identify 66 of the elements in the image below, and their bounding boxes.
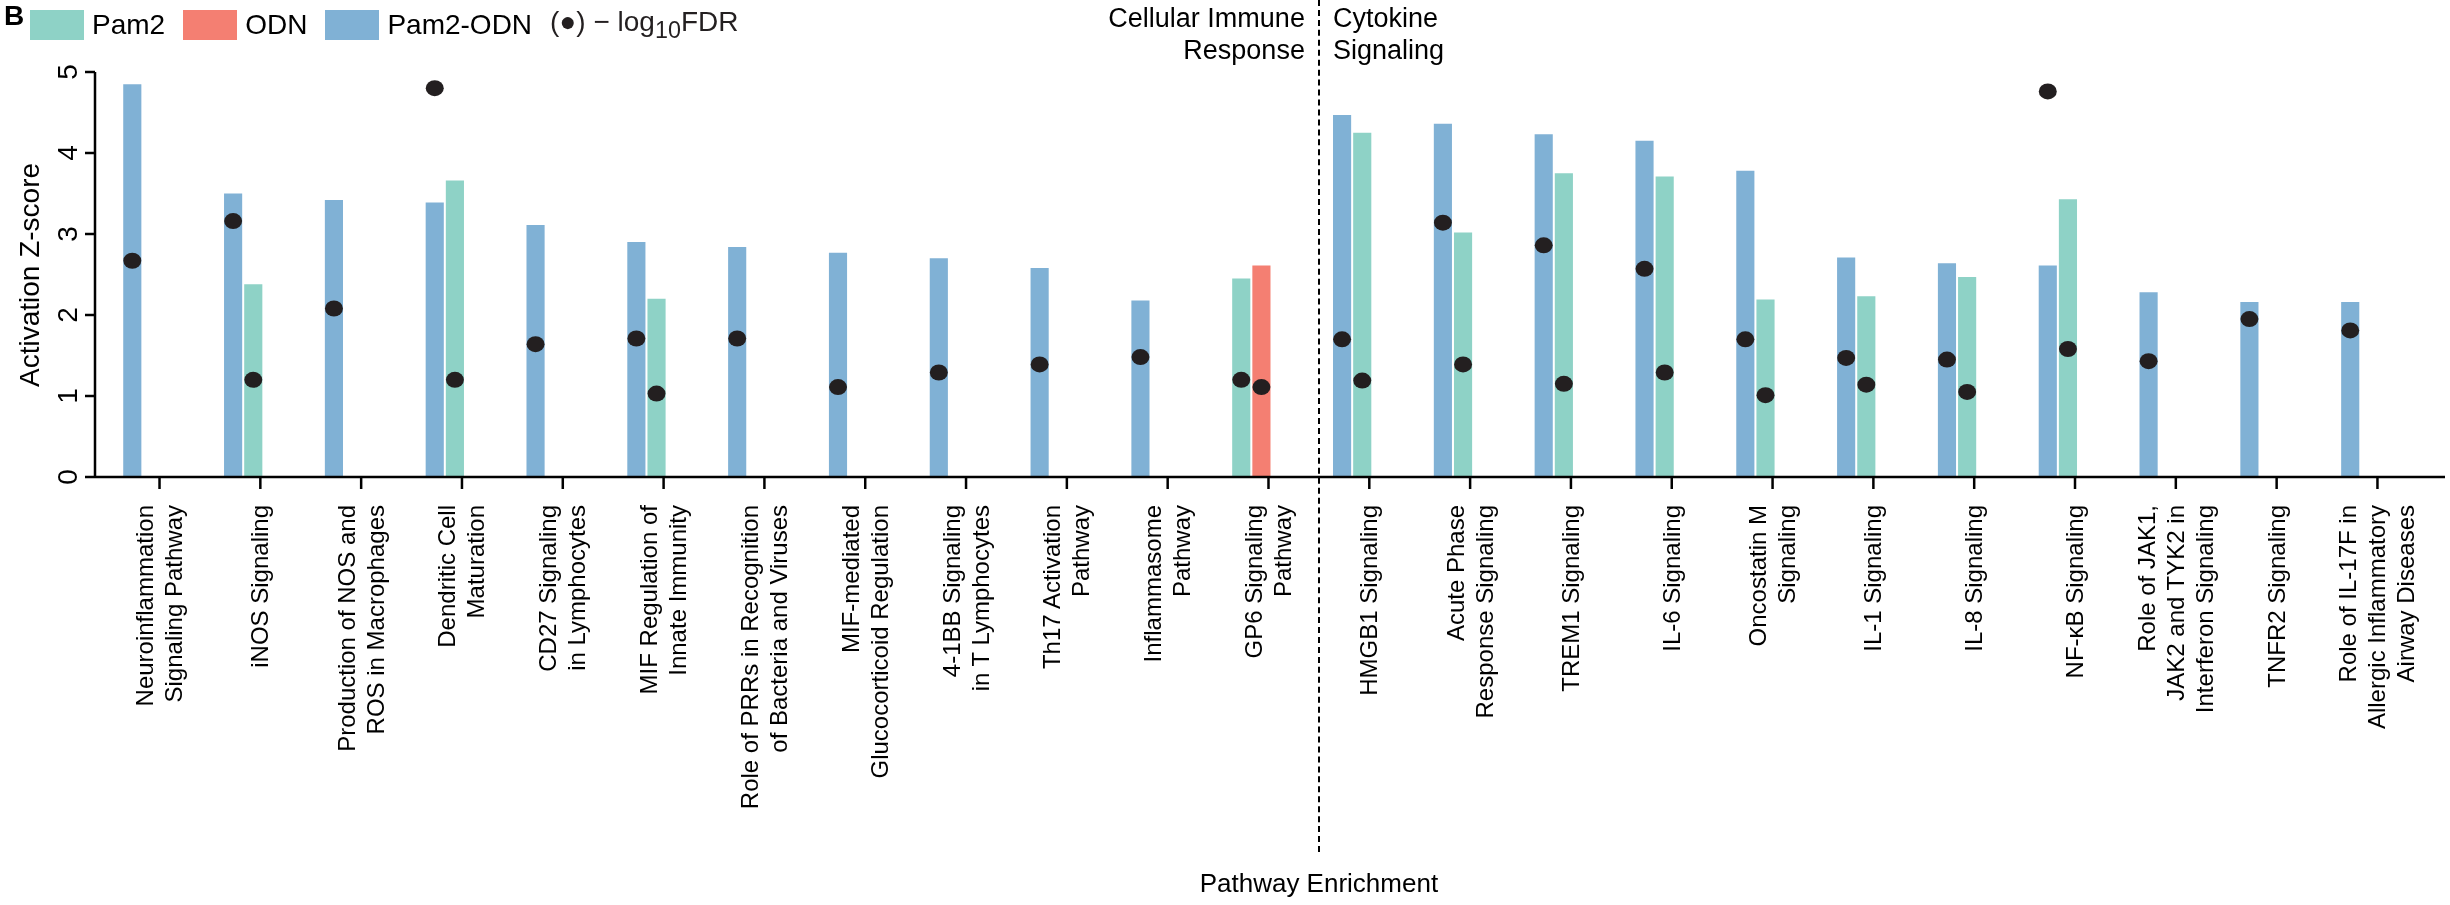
bar	[1030, 268, 1049, 477]
bar	[1554, 173, 1573, 477]
x-tick-label: IL-6 Signaling	[1657, 505, 1685, 652]
bar	[1252, 265, 1271, 477]
y-tick-label: 1	[52, 388, 83, 404]
bar	[224, 193, 243, 477]
x-tick-label: Role of IL-17F in Allergic Inflammatory Airway Diseases	[2334, 505, 2420, 730]
x-tick-label: IL-8 Signaling	[1960, 505, 1988, 652]
bar	[1635, 140, 1654, 477]
bar	[526, 225, 545, 477]
bar	[244, 284, 263, 477]
bar	[2038, 265, 2057, 477]
x-tick-label: Oncostatin M Signaling	[1744, 505, 1801, 647]
bar	[828, 252, 848, 477]
bar	[2240, 302, 2259, 477]
bar	[728, 246, 747, 477]
bar	[1736, 170, 1755, 477]
text: B	[4, 0, 25, 32]
bar	[1353, 132, 1372, 477]
bar	[1453, 232, 1473, 477]
bar	[627, 242, 646, 477]
bar	[2341, 302, 2360, 477]
y-tick-label: 4	[52, 145, 83, 161]
x-tick-label: CD27 Signaling in Lymphocytes	[534, 505, 591, 672]
x-tick-label: Acute Phase Response Signaling	[1441, 505, 1498, 719]
bar	[1534, 134, 1553, 477]
x-tick-label: GP6 Signaling Pathway	[1239, 505, 1296, 659]
x-tick-label: NF-κB Signaling	[2061, 505, 2089, 679]
legend-label: ODN	[245, 8, 308, 41]
y-tick-label: 2	[52, 307, 83, 323]
bar	[2058, 199, 2078, 477]
bar	[1433, 123, 1452, 477]
y-tick-label: 3	[52, 226, 83, 242]
legend-label: Pam2	[92, 8, 166, 41]
bar	[1837, 257, 1856, 477]
bar	[1655, 176, 1674, 477]
bar	[1131, 300, 1150, 477]
x-tick-label: Role of JAK1, JAK2 and TYK2 in Interferon Signaling	[2132, 505, 2218, 714]
x-tick-label: TNFR2 Signaling	[2262, 505, 2290, 688]
bar	[1333, 114, 1352, 477]
legend-label: Pam2-ODN	[387, 8, 533, 41]
text: Cytokine Signaling	[1332, 2, 1444, 66]
text: Cellular Immune Response	[1108, 2, 1305, 66]
x-tick-label: Inflammasome Pathway	[1139, 505, 1196, 663]
x-axis-title: Pathway Enrichment	[1199, 868, 1439, 899]
y-tick-label: 0	[52, 469, 83, 485]
bar	[647, 298, 666, 477]
bar	[425, 202, 444, 477]
x-tick-label: Dendritic Cell Maturation	[433, 505, 490, 648]
x-tick-label: iNOS Signaling	[246, 505, 274, 668]
bar	[1958, 276, 1977, 477]
text: (●) − log$_{10}$FDR	[550, 6, 739, 44]
y-tick-label: 5	[52, 64, 83, 80]
bar	[445, 180, 464, 477]
x-tick-label: IL-1 Signaling	[1859, 505, 1887, 652]
bar	[2139, 292, 2158, 477]
bar	[1756, 299, 1775, 477]
bar	[123, 84, 142, 477]
x-tick-label: HMGB1 Signaling	[1355, 505, 1383, 696]
bar	[1937, 263, 1957, 477]
x-tick-label: Neuroinflammation Signaling Pathway	[131, 505, 188, 707]
bar	[929, 258, 948, 477]
bar	[324, 199, 343, 477]
y-axis-title: Activation Z-score	[14, 162, 46, 387]
bar	[1857, 296, 1876, 477]
x-tick-label: TREM1 Signaling	[1556, 505, 1584, 692]
